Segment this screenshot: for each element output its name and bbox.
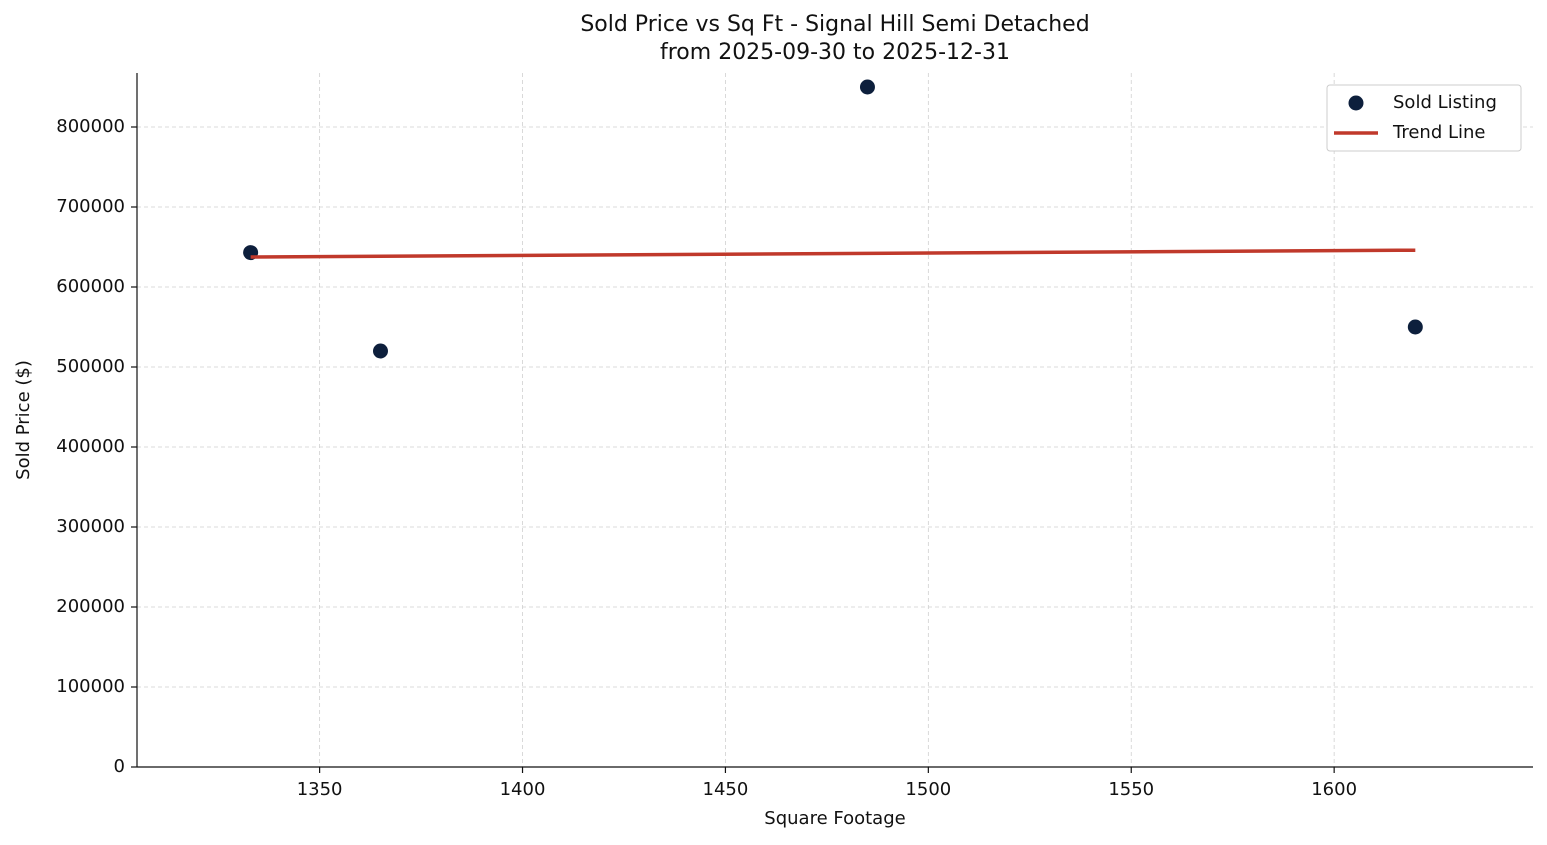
x-tick-label: 1450 [703,779,749,800]
point [372,343,388,359]
y-tick-label: 100000 [56,676,125,697]
x-tick-label: 1600 [1311,779,1357,800]
y-tick-label: 300000 [56,516,125,537]
x-tick-label: 1550 [1108,779,1154,800]
x-tick-label: 1400 [500,779,546,800]
y-tick-label: 200000 [56,596,125,617]
y-tick-label: 0 [114,756,125,777]
trend-line [250,248,1416,259]
x-tick-label: 1500 [905,779,951,800]
x-tick-label: 1350 [297,779,343,800]
legend-marker [1348,95,1364,111]
legend-label: Sold Listing [1393,92,1497,113]
chart-subtitle: from 2025-09-30 to 2025-12-31 [660,40,1010,65]
y-axis-label: Sold Price ($) [13,360,34,480]
point [1407,319,1423,335]
legend-label: Trend Line [1392,122,1486,143]
y-tick-label: 800000 [56,116,125,137]
y-tick-label: 500000 [56,356,125,377]
y-tick-label: 700000 [56,196,125,217]
chart-title: Sold Price vs Sq Ft - Signal Hill Semi D… [580,12,1089,37]
x-axis-label: Square Footage [764,808,905,829]
legend: Sold Listing Trend Line [1326,84,1522,152]
y-tick-label: 400000 [56,436,125,457]
point [859,79,875,95]
y-tick-label: 600000 [56,276,125,297]
